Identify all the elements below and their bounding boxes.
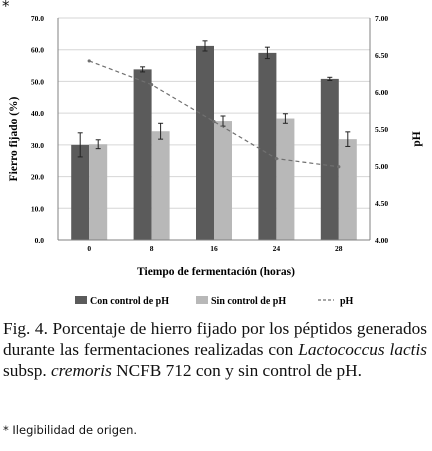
y2-tick-label: 6.00	[375, 88, 388, 97]
x-tick-label: 28	[335, 244, 343, 253]
caption-text-3: NCFB 712 con y sin control de pH.	[111, 361, 362, 380]
chart-grid	[58, 17, 370, 209]
asterisk-mark: *	[2, 0, 10, 15]
ph-line	[88, 60, 339, 168]
ph-point	[337, 165, 341, 169]
bar-sin-control	[276, 118, 295, 240]
figure-caption: Fig. 4. Porcentaje de hierro fijado por …	[3, 318, 427, 381]
bar-sin-control	[214, 121, 232, 240]
x-axis-label: Tiempo de fermentación (horas)	[137, 266, 295, 278]
caption-subspecies: cremoris	[51, 361, 112, 380]
x-tick-label: 16	[210, 244, 218, 253]
y2-axis-label: pH	[411, 131, 423, 146]
y-tick-label: 20.0	[31, 173, 44, 182]
bar-con-control	[258, 52, 277, 241]
chart-legend: Con control de pH Sin control de pH pH	[75, 296, 354, 307]
caption-text-2: subsp.	[3, 361, 52, 380]
ph-point	[150, 83, 154, 87]
y2-tick-label: 6.50	[375, 51, 388, 60]
bar-con-control	[320, 78, 339, 241]
x-tick-label: 0	[87, 244, 91, 253]
x-tick-label: 8	[150, 244, 154, 253]
legend-label: Sin control de pH	[211, 296, 286, 307]
ph-point	[274, 157, 278, 161]
bar-line-chart: 0.0 10.0 20.0 30.0 40.0 50.0 60.0 70.0 4.00 4.50 5…	[8, 14, 423, 307]
chart-bars	[71, 45, 357, 241]
ph-point	[212, 120, 216, 124]
legend-label: pH	[340, 296, 354, 307]
y2-tick-label: 4.00	[375, 236, 388, 245]
chart-axes	[57, 18, 371, 241]
legend-swatch	[196, 296, 208, 304]
y-tick-label: 10.0	[31, 204, 44, 213]
y-tick-label: 0.0	[35, 236, 45, 245]
bar-con-control	[196, 45, 214, 241]
y-tick-label: 40.0	[31, 109, 44, 118]
y2-tick-label: 5.00	[375, 162, 388, 171]
y2-tick-label: 7.00	[375, 14, 388, 23]
ph-point	[87, 59, 91, 63]
bar-con-control	[133, 69, 152, 241]
legend-swatch	[75, 296, 87, 304]
y-tick-label: 70.0	[31, 14, 44, 23]
y-tick-label: 60.0	[31, 46, 44, 55]
y-tick-label: 50.0	[31, 77, 44, 86]
chart-tick-labels: 0.0 10.0 20.0 30.0 40.0 50.0 60.0 70.0 4.00 4.50 5…	[31, 14, 389, 253]
caption-species: Lactococcus lactis	[298, 340, 427, 359]
footnote: * Ilegibilidad de origen.	[3, 423, 138, 437]
y-tick-label: 30.0	[31, 141, 44, 150]
legend-label: Con control de pH	[90, 296, 169, 307]
bar-con-control	[71, 144, 90, 240]
bar-sin-control	[89, 144, 108, 240]
y-axis-label: Fierro fijado (%)	[8, 96, 20, 181]
bar-sin-control	[338, 139, 357, 240]
caption-text-1: Fig. 4. Porcentaje de hierro fijado por …	[3, 319, 427, 359]
bar-sin-control	[151, 131, 170, 240]
x-tick-label: 24	[273, 244, 281, 253]
y2-tick-label: 5.50	[375, 125, 388, 134]
chart-error-bars	[77, 40, 351, 158]
chart-ph-line	[87, 59, 341, 169]
y2-tick-label: 4.50	[375, 199, 388, 208]
